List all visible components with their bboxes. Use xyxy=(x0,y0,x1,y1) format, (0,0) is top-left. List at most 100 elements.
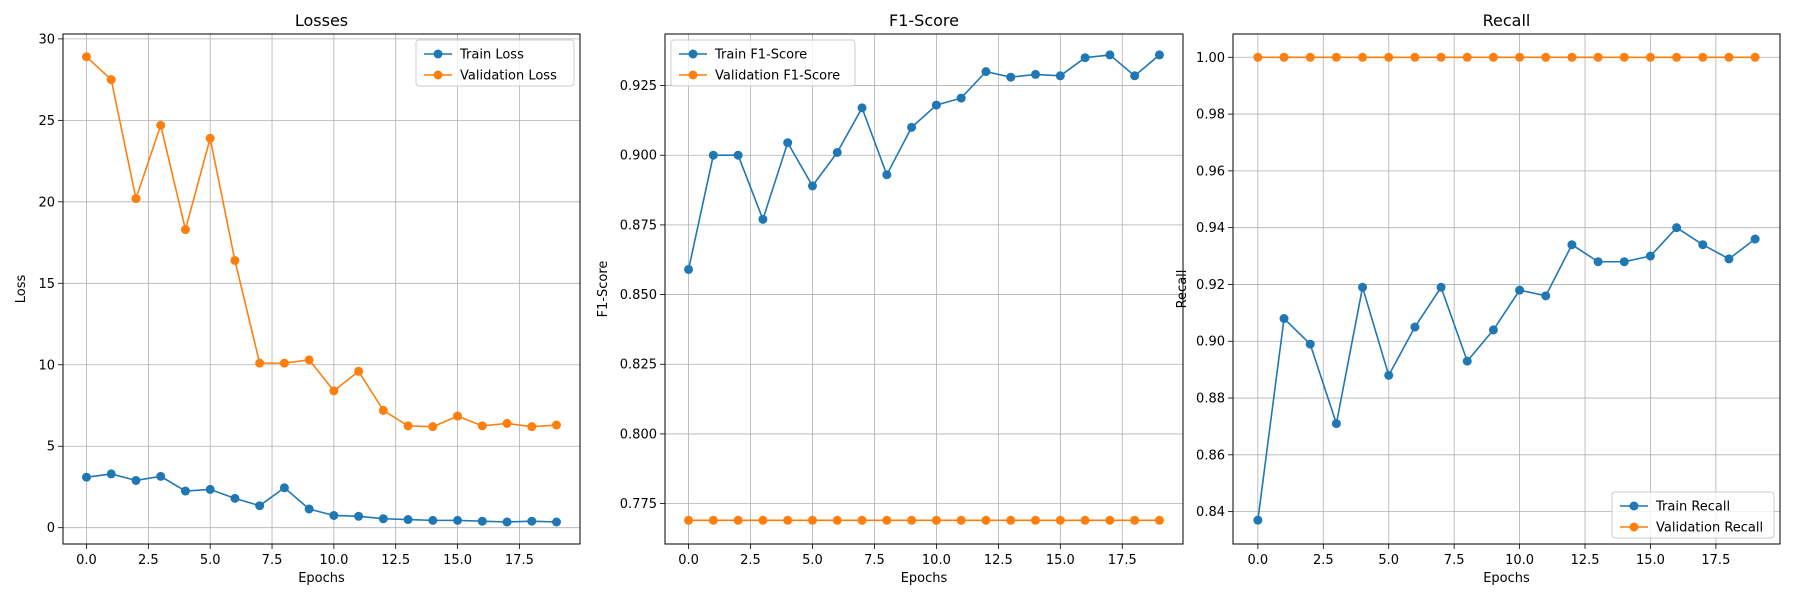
legend: Train Loss Validation Loss xyxy=(415,39,575,87)
data-point xyxy=(477,516,487,526)
x-tick-label: 7.5 xyxy=(262,553,283,568)
data-point xyxy=(255,358,265,368)
y-tick-label: 5 xyxy=(47,440,55,455)
data-point xyxy=(1384,52,1394,62)
data-point xyxy=(931,100,941,110)
data-point xyxy=(156,471,166,481)
y-tick-label: 0.775 xyxy=(620,497,657,512)
x-tick-label: 10.0 xyxy=(1505,553,1534,568)
data-point xyxy=(857,515,867,525)
data-point xyxy=(931,515,941,525)
data-point xyxy=(1031,69,1041,79)
data-point xyxy=(1488,325,1498,335)
data-point xyxy=(981,515,991,525)
chart-panel-3: 0.0 2.5 5.0 7.5 10.0 12.5 15.0 17.5 0.84 0.86 0.88… xyxy=(1175,11,1781,586)
data-point xyxy=(1619,257,1629,267)
y-axis-title: F1-Score xyxy=(596,261,611,318)
x-tick-label: 7.5 xyxy=(864,553,885,568)
data-point xyxy=(882,170,892,180)
data-point xyxy=(758,214,768,224)
data-point xyxy=(733,515,743,525)
data-point xyxy=(106,75,116,85)
y-tick-label: 0.88 xyxy=(1196,392,1225,407)
data-point xyxy=(1253,52,1263,62)
y-tick-label: 25 xyxy=(38,114,55,129)
data-point xyxy=(205,484,215,494)
y-tick-label: 0.96 xyxy=(1196,164,1225,179)
legend-label: Validation Recall xyxy=(1656,521,1763,536)
data-point xyxy=(684,264,694,274)
data-point xyxy=(1279,314,1289,324)
data-point xyxy=(1358,282,1368,292)
data-point xyxy=(329,510,339,520)
y-tick-label: 0.90 xyxy=(1196,335,1225,350)
data-point xyxy=(1305,339,1315,349)
data-point xyxy=(1645,52,1655,62)
x-tick-label: 10.0 xyxy=(319,553,348,568)
y-axis-title: Loss xyxy=(14,275,29,304)
legend-marker xyxy=(688,70,698,80)
x-tick-label: 5.0 xyxy=(802,553,823,568)
data-point xyxy=(329,386,339,396)
data-point xyxy=(1724,254,1734,264)
data-point xyxy=(354,511,364,521)
x-tick-label: 12.5 xyxy=(984,553,1013,568)
data-point xyxy=(733,150,743,160)
chart-panel-2: 0.0 2.5 5.0 7.5 10.0 12.5 15.0 17.5 0.775 0.800 0.… xyxy=(596,11,1184,586)
data-point xyxy=(453,515,463,525)
data-point xyxy=(180,225,190,235)
data-point xyxy=(255,501,265,511)
legend-label: Train Recall xyxy=(1655,500,1730,515)
data-point xyxy=(981,67,991,77)
data-point xyxy=(304,504,314,514)
data-point xyxy=(403,421,413,431)
y-tick-label: 0.86 xyxy=(1196,448,1225,463)
data-point xyxy=(1331,419,1341,429)
data-point xyxy=(82,52,91,62)
y-tick-label: 15 xyxy=(38,277,55,292)
data-point xyxy=(1436,282,1446,292)
data-point xyxy=(1593,52,1603,62)
data-point xyxy=(1567,52,1577,62)
data-point xyxy=(708,515,718,525)
data-point xyxy=(832,147,842,157)
data-point xyxy=(857,103,867,113)
series-line-1 xyxy=(1257,226,1756,521)
data-point xyxy=(304,355,314,365)
data-point xyxy=(1279,52,1289,62)
data-point xyxy=(1006,515,1016,525)
y-tick-label: 0.850 xyxy=(620,288,657,303)
legend: Train F1-Score Validation F1-Score xyxy=(670,39,856,87)
data-point xyxy=(279,483,289,493)
data-point xyxy=(1154,50,1164,60)
data-point xyxy=(428,422,438,432)
data-point xyxy=(783,515,793,525)
y-tick-label: 0.800 xyxy=(620,427,657,442)
plot-frame xyxy=(62,33,581,545)
plot-frame xyxy=(1232,33,1781,545)
data-point xyxy=(1724,52,1734,62)
data-point xyxy=(1515,52,1525,62)
data-point xyxy=(1331,52,1341,62)
legend-marker xyxy=(688,49,698,59)
x-tick-label: 15.0 xyxy=(1046,553,1075,568)
data-point xyxy=(1567,240,1577,250)
plot-frame xyxy=(664,33,1184,545)
x-tick-label: 12.5 xyxy=(381,553,410,568)
x-tick-label: 17.5 xyxy=(505,553,534,568)
data-point xyxy=(1055,515,1065,525)
data-point xyxy=(552,517,561,527)
data-point xyxy=(1619,52,1629,62)
chart-panel-1: 0.0 2.5 5.0 7.5 10.0 12.5 15.0 17.5 0 5 10 15 20 25 30… xyxy=(14,11,581,586)
data-point xyxy=(907,122,917,132)
series-line-1 xyxy=(86,473,557,523)
data-point xyxy=(428,515,438,525)
data-point xyxy=(1130,71,1140,81)
data-point xyxy=(956,93,966,103)
data-point xyxy=(708,150,718,160)
data-point xyxy=(502,517,512,527)
data-point xyxy=(205,133,215,143)
y-tick-label: 20 xyxy=(38,195,55,210)
data-point xyxy=(1055,71,1065,81)
y-tick-label: 0 xyxy=(47,521,55,536)
